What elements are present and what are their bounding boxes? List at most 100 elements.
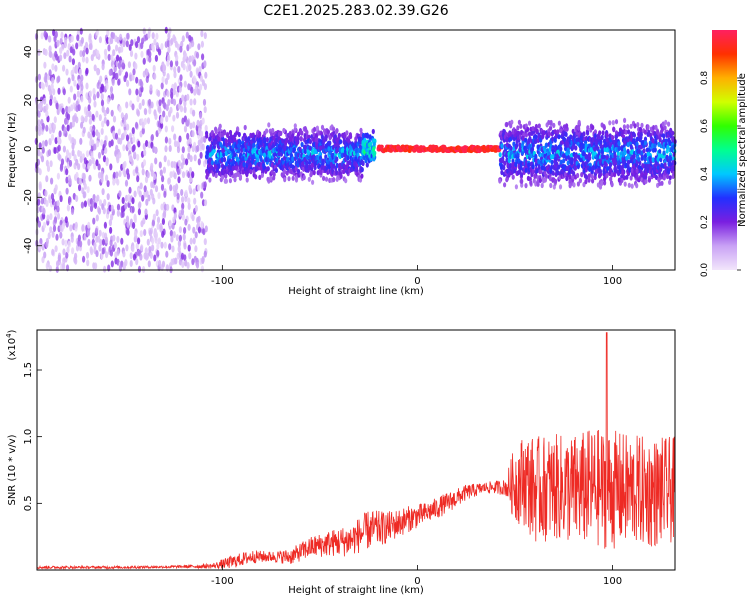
colorbar-tick-label: 0.4 [700, 167, 710, 182]
spectrogram-cell [268, 150, 272, 156]
spectrogram-cell [71, 120, 75, 128]
spectrogram-cell [187, 223, 191, 231]
spectrogram-cell [549, 119, 553, 126]
spectrogram-cell [92, 130, 96, 138]
spectrogram-cell [536, 144, 541, 150]
spectrogram-cell [119, 137, 123, 145]
spectrogram-x-label: Height of straight line (km) [288, 286, 424, 297]
spectrogram-cell [42, 221, 47, 229]
spectrogram-cell [132, 136, 136, 143]
spectrogram-cell [123, 160, 127, 168]
spectrogram-cell [120, 45, 124, 53]
colorbar-tick-label: 0.6 [700, 119, 710, 134]
spectrogram-cell [321, 160, 325, 166]
snr-y-ticks: 0.5 1.0 1.5 [23, 362, 42, 511]
chart-title: C2E1.2025.283.02.39.G26 [263, 3, 448, 19]
snr-x-label: Height of straight line (km) [288, 585, 424, 596]
spectrogram-cell [41, 122, 45, 130]
spectrogram-cell [566, 142, 570, 149]
spectrogram-cell [160, 122, 164, 129]
spectrogram-cell [195, 51, 200, 59]
snr-series-line [37, 332, 675, 570]
spectrogram-cell [106, 119, 110, 127]
spectrogram-cell [44, 75, 48, 83]
spectrogram-cell [368, 134, 372, 140]
spectrogram-cell [79, 50, 83, 58]
spectrogram-cell [635, 183, 639, 189]
spectrogram-cell [183, 242, 187, 250]
spectrogram-cell [181, 213, 185, 221]
spectrogram-cell [190, 86, 194, 94]
spectrogram-cell [354, 148, 359, 155]
spectrogram-cell [99, 75, 103, 83]
spectrogram-cell [73, 93, 77, 101]
spectrogram-cell [143, 229, 147, 236]
spectrogram-cell [550, 159, 554, 165]
spectrogram-cell [66, 246, 70, 254]
spectrogram-cell [203, 238, 207, 246]
spectrogram-cell [117, 78, 121, 86]
spectrogram-cell [303, 126, 307, 132]
colorbar-tick-label: 0.8 [700, 71, 710, 86]
spectrogram-cell [48, 69, 52, 77]
spectrogram-cell [256, 157, 260, 163]
spectrogram-cell [570, 157, 574, 163]
spectrogram-cell [52, 123, 57, 131]
spectrogram-cell [71, 142, 75, 150]
spectrogram-cell [41, 243, 45, 251]
spectrogram-cell [91, 139, 95, 147]
spectrogram-cell [191, 171, 195, 179]
spectrogram-cell [241, 169, 245, 175]
spectrogram-cell [152, 64, 156, 72]
spectrogram-cell [162, 166, 166, 174]
spectrogram-cell [96, 50, 100, 57]
spectrogram-cell [610, 135, 615, 141]
spectrogram-cell [574, 153, 578, 160]
spectrogram-cell [111, 78, 115, 86]
spectrogram-cell [627, 182, 631, 188]
spectrogram-cell [204, 71, 208, 79]
spectrogram-cell [586, 130, 590, 136]
spectrogram-cell [105, 251, 109, 259]
spectrogram-cell [651, 157, 655, 163]
spectrogram-cell [101, 120, 105, 128]
spectrogram-cell [139, 130, 143, 138]
spectrogram-cell [155, 209, 159, 217]
spectrogram-cell [274, 167, 278, 173]
spectrogram-cell [177, 176, 181, 184]
spectrogram-cell [653, 147, 657, 153]
spectrogram-cell [74, 221, 78, 229]
spectrogram-cell [87, 198, 91, 206]
spectrogram-cell [605, 137, 609, 143]
spectrogram-cell [559, 146, 563, 152]
spectrogram-cell [181, 94, 185, 102]
spectrogram-cell [175, 59, 179, 67]
spectrogram-cell [237, 148, 241, 154]
spectrogram-cell [180, 189, 184, 196]
spectrogram-cell [68, 196, 72, 203]
spectrogram-cell [176, 140, 180, 148]
spectrogram-cell [38, 243, 42, 251]
spectrogram-cell [195, 261, 200, 269]
spectrogram-cell [196, 88, 200, 95]
spectrogram-cell [519, 160, 523, 166]
spectrogram-cell [101, 247, 105, 255]
spectrogram-cell [168, 27, 172, 35]
spectrogram-cell [105, 159, 109, 167]
spectrogram-cell [116, 235, 120, 243]
spectrogram-cell [653, 166, 657, 172]
spectrogram-cell [139, 253, 143, 261]
spectrogram-cell [547, 150, 551, 156]
spectrogram-cell [662, 150, 666, 156]
spectrogram-cell [263, 136, 267, 142]
spectrogram-cell [54, 209, 58, 217]
spectrogram-cell [87, 238, 91, 246]
spectrogram-cell [544, 142, 548, 148]
spectrogram-cell [179, 45, 183, 53]
spectrogram-cell [158, 259, 162, 267]
spectrogram-cell [150, 162, 154, 170]
spectrogram-cell [172, 98, 177, 106]
spectrogram-cell [65, 251, 69, 259]
spectrogram-cell [131, 197, 135, 205]
spectrogram-cell [46, 214, 50, 222]
